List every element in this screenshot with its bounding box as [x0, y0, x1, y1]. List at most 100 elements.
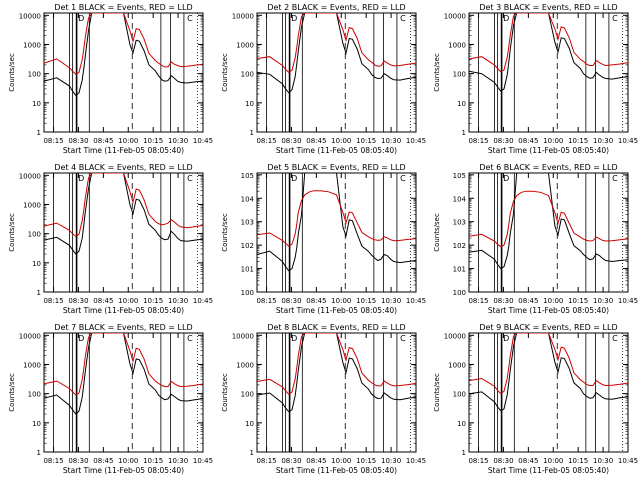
x-tick-label: 08:45 [518, 457, 538, 465]
y-tick-label: 105 [453, 172, 466, 180]
x-tick-label: 10:30 [381, 457, 401, 465]
x-tick-label: 08:30 [493, 297, 513, 305]
y-tick-label: 1000 [448, 361, 466, 369]
x-tick-label: 10:30 [381, 137, 401, 145]
y-tick-label: 10000 [232, 332, 254, 340]
x-tick-label: 08:30 [281, 457, 301, 465]
x-tick-label: 08:45 [93, 457, 113, 465]
x-tick-label: 08:45 [518, 297, 538, 305]
x-axis-label: Start Time (11-Feb-05 08:05:40) [488, 146, 609, 155]
x-tick-label: 10:15 [143, 137, 163, 145]
flag-label-c: C [187, 174, 193, 183]
y-tick-label: 100 [241, 391, 254, 399]
x-axis-label: Start Time (11-Feb-05 08:05:40) [488, 466, 609, 475]
y-axis-label: Counts/sec [433, 53, 441, 92]
x-tick-label: 08:30 [493, 137, 513, 145]
x-tick-label: 10:00 [543, 137, 563, 145]
x-tick-label: 10:30 [168, 457, 188, 465]
x-tick-label: 10:45 [193, 137, 213, 145]
y-tick-label: 10 [32, 260, 41, 268]
plot-title: Det 1 BLACK = Events, RED = LLD [54, 3, 192, 12]
x-tick-label: 10:00 [543, 297, 563, 305]
y-tick-label: 10 [32, 100, 41, 108]
y-tick-label: 1000 [236, 41, 254, 49]
lld-series-line [469, 13, 628, 73]
x-tick-label: 08:15 [468, 457, 488, 465]
events-series-line [44, 13, 203, 97]
y-tick-label: 1000 [236, 361, 254, 369]
x-tick-label: 08:15 [256, 137, 276, 145]
events-series-line [44, 173, 203, 255]
events-series-line [257, 333, 416, 413]
x-tick-label: 10:30 [168, 137, 188, 145]
plot-panel: D C 1 10 100 1000 10000 08:15 08:30 08:45 10:00 10:… [433, 3, 638, 155]
y-axis-label: Counts/sec [8, 373, 16, 412]
y-tick-label: 1 [250, 449, 254, 457]
y-tick-label: 1 [37, 289, 41, 297]
x-tick-label: 10:15 [356, 457, 376, 465]
y-tick-label: 10 [32, 420, 41, 428]
flag-label-c: C [400, 334, 406, 343]
x-tick-label: 08:30 [281, 137, 301, 145]
x-tick-label: 08:30 [281, 297, 301, 305]
flag-label-d: D [78, 14, 84, 23]
x-tick-label: 08:45 [306, 297, 326, 305]
x-tick-label: 10:00 [331, 457, 351, 465]
flag-label-d: D [503, 14, 509, 23]
lld-series-line [469, 333, 628, 395]
x-tick-label: 08:15 [43, 457, 63, 465]
y-tick-label: 102 [453, 242, 466, 250]
flag-label-d: D [78, 174, 84, 183]
events-series-line [469, 333, 628, 412]
lld-series-line [44, 333, 203, 396]
flag-label-c: C [612, 174, 618, 183]
x-tick-label: 08:45 [93, 297, 113, 305]
x-tick-label: 10:15 [356, 137, 376, 145]
x-tick-label: 10:15 [356, 297, 376, 305]
y-tick-label: 104 [453, 195, 467, 203]
y-tick-label: 102 [241, 242, 254, 250]
y-tick-label: 1 [37, 449, 41, 457]
plot-title: Det 5 BLACK = Events, RED = LLD [267, 163, 405, 172]
x-tick-label: 10:15 [568, 457, 588, 465]
flag-label-c: C [400, 14, 406, 23]
x-tick-label: 08:15 [256, 457, 276, 465]
x-tick-label: 10:45 [406, 137, 426, 145]
events-series-line [44, 333, 203, 415]
x-tick-label: 08:45 [306, 137, 326, 145]
flag-label-d: D [78, 334, 84, 343]
x-tick-label: 10:00 [543, 457, 563, 465]
x-axis-label: Start Time (11-Feb-05 08:05:40) [63, 466, 184, 475]
y-axis-label: Counts/sec [221, 213, 229, 252]
flag-label-d: D [503, 334, 509, 343]
y-tick-label: 10000 [19, 12, 41, 20]
flag-label-c: C [187, 14, 193, 23]
flag-label-d: D [291, 174, 297, 183]
plot-panel: D C 1 10 100 1000 10000 08:15 08:30 08:45 10:00 10:… [221, 323, 426, 475]
y-tick-label: 101 [241, 266, 254, 274]
x-tick-label: 10:45 [618, 297, 638, 305]
y-tick-label: 10000 [19, 332, 41, 340]
x-tick-label: 10:45 [618, 457, 638, 465]
y-tick-label: 105 [241, 172, 254, 180]
x-tick-label: 10:00 [118, 457, 138, 465]
flag-label-d: D [291, 334, 297, 343]
x-tick-label: 10:45 [193, 297, 213, 305]
y-tick-label: 100 [28, 231, 41, 239]
x-axis-label: Start Time (11-Feb-05 08:05:40) [276, 466, 397, 475]
plot-panel: D C 1 10 100 1000 10000 08:15 08:30 08:45 10:00 10:… [8, 323, 213, 475]
x-tick-label: 08:45 [518, 137, 538, 145]
x-tick-label: 10:15 [143, 457, 163, 465]
y-tick-label: 10 [457, 100, 466, 108]
lld-series-line [44, 13, 203, 75]
events-series-line [257, 173, 416, 272]
y-tick-label: 100 [241, 289, 254, 297]
plot-title: Det 7 BLACK = Events, RED = LLD [54, 323, 192, 332]
y-tick-label: 1 [462, 129, 466, 137]
x-tick-label: 08:15 [256, 297, 276, 305]
plot-panel: D C 100 101 102 103 104 105 08:15 08:30 08:45 10:00… [433, 163, 638, 315]
y-tick-label: 100 [453, 71, 466, 79]
x-tick-label: 10:15 [568, 297, 588, 305]
x-tick-label: 10:15 [568, 137, 588, 145]
